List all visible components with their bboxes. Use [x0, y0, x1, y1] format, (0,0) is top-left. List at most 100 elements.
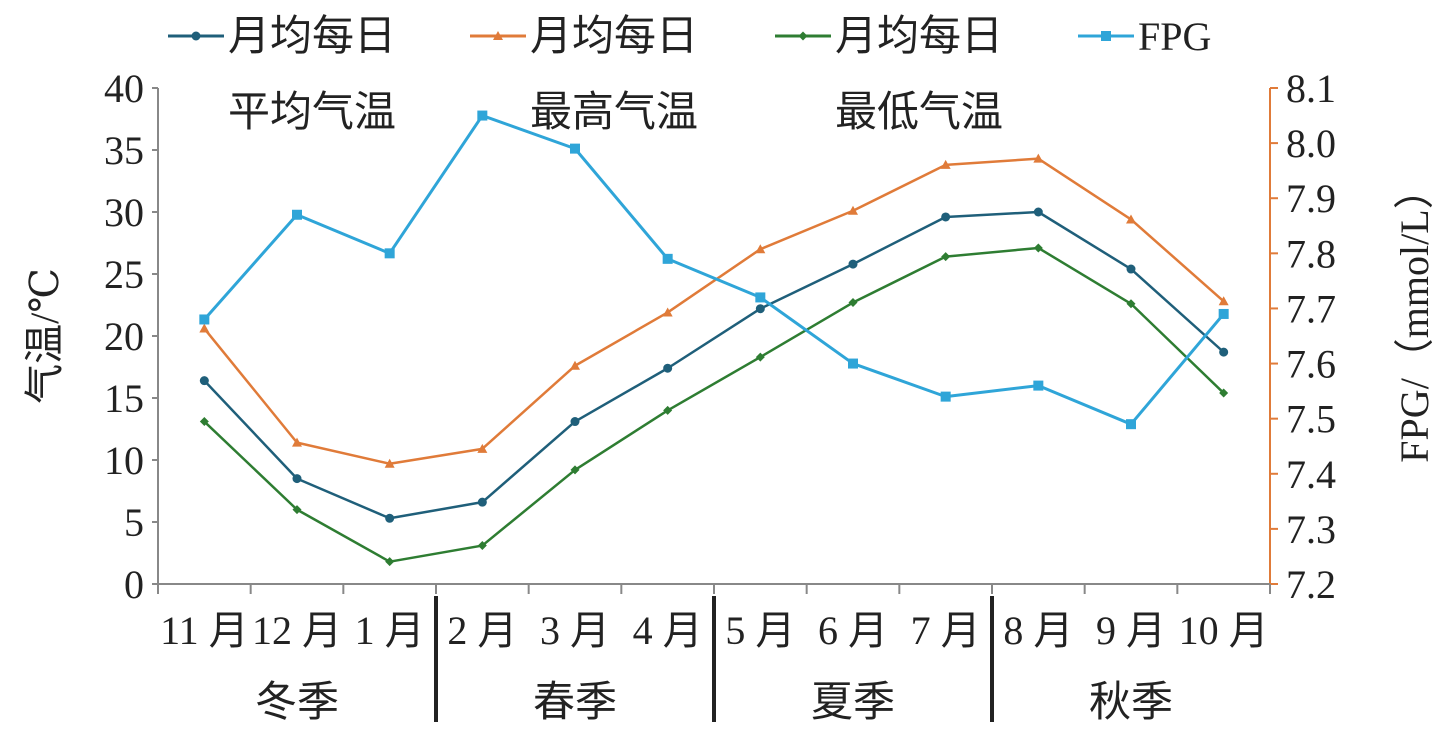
data-point-2: [199, 323, 210, 333]
legend-swatch-marker: [1101, 31, 1111, 41]
legend-label: 月均每日: [228, 11, 396, 60]
data-point-3: [1126, 299, 1136, 309]
right-tick-label: 7.6: [1286, 342, 1336, 387]
data-point-4: [570, 143, 580, 154]
data-point-2: [755, 244, 766, 254]
left-tick-label: 5: [124, 500, 144, 545]
data-point-2: [1218, 296, 1229, 306]
right-tick-label: 7.2: [1286, 562, 1336, 607]
left-tick-label: 35: [104, 128, 144, 173]
data-point-4: [384, 248, 395, 259]
series-line-4: [203, 114, 1225, 426]
x-tick-label: 1 月: [355, 608, 425, 653]
data-point-1: [755, 304, 765, 314]
data-point-1: [1126, 264, 1136, 274]
data-point-4: [940, 391, 951, 402]
data-point-4: [662, 253, 673, 264]
x-tick-label: 7 月: [911, 608, 981, 653]
data-point-1: [848, 259, 858, 269]
data-point-3: [385, 557, 395, 567]
data-point-2: [940, 159, 951, 169]
data-point-1: [477, 497, 487, 507]
data-point-1: [1219, 347, 1229, 357]
data-point-3: [570, 465, 580, 475]
data-point-1: [570, 417, 580, 427]
x-tick-label: 5 月: [725, 608, 795, 653]
data-point-3: [199, 417, 209, 427]
y-axis-title: 气温/℃: [22, 268, 67, 404]
data-point-2: [1033, 153, 1044, 163]
data-point-3: [663, 405, 673, 415]
x-tick-label: 12 月: [252, 608, 342, 653]
x-tick-label: 6 月: [818, 608, 888, 653]
y2-axis-title: FPG/（mmol/L）: [1392, 169, 1437, 462]
right-tick-label: 7.5: [1286, 397, 1336, 442]
season-label: 春季: [533, 680, 617, 726]
legend-label-line2: 平均气温: [228, 87, 396, 136]
data-point-2: [477, 443, 488, 453]
right-tick-label: 7.9: [1286, 176, 1336, 221]
left-tick-label: 40: [104, 66, 144, 111]
legend-label: 月均每日: [530, 11, 698, 60]
x-tick-label: 8 月: [1003, 608, 1073, 653]
data-point-2: [662, 307, 673, 317]
data-point-3: [941, 252, 951, 262]
data-point-4: [477, 110, 488, 121]
data-point-3: [755, 352, 765, 362]
data-point-4: [1218, 308, 1229, 319]
data-point-4: [1033, 380, 1044, 391]
data-point-4: [199, 314, 210, 325]
data-point-1: [941, 212, 951, 222]
data-point-3: [1033, 243, 1043, 253]
data-point-4: [848, 358, 858, 369]
data-point-1: [663, 363, 673, 373]
legend-swatch-marker: [798, 31, 808, 41]
left-tick-label: 15: [104, 376, 144, 421]
season-label: 夏季: [811, 680, 895, 726]
left-tick-label: 10: [104, 438, 144, 483]
data-point-2: [292, 437, 302, 447]
season-label: 秋季: [1089, 680, 1173, 726]
x-tick-label: 11 月: [160, 608, 249, 653]
data-point-3: [848, 298, 858, 308]
season-label: 冬季: [255, 680, 339, 726]
left-tick-label: 0: [124, 562, 144, 607]
x-tick-label: 9 月: [1096, 608, 1166, 653]
left-tick-label: 20: [104, 314, 144, 359]
series-line-3: [203, 246, 1225, 563]
data-point-2: [1126, 214, 1136, 224]
left-tick-label: 30: [104, 190, 144, 235]
right-tick-label: 7.4: [1286, 452, 1336, 497]
data-point-1: [292, 474, 302, 484]
data-point-4: [755, 292, 766, 303]
legend-label: 月均每日: [835, 11, 1003, 60]
data-point-2: [384, 458, 395, 468]
legend-swatch-marker: [493, 31, 503, 40]
legend-swatch-marker: [191, 31, 201, 41]
x-tick-label: 2 月: [447, 608, 517, 653]
legend-label-line2: 最高气温: [530, 87, 698, 136]
data-point-1: [1033, 207, 1043, 217]
series-line-2: [203, 157, 1225, 465]
right-tick-label: 7.8: [1286, 231, 1336, 276]
right-tick-label: 7.7: [1286, 286, 1336, 331]
data-point-4: [1126, 419, 1136, 430]
legend-label: FPG: [1138, 14, 1211, 59]
x-tick-label: 3 月: [540, 608, 610, 653]
x-tick-label: 4 月: [633, 608, 703, 653]
data-point-3: [292, 505, 302, 515]
data-point-3: [477, 541, 487, 551]
data-point-3: [1219, 388, 1229, 398]
legend-label-line2: 最低气温: [835, 87, 1003, 136]
data-point-1: [385, 513, 395, 523]
data-point-2: [848, 205, 858, 215]
data-point-1: [199, 376, 209, 386]
x-tick-label: 10 月: [1179, 608, 1269, 653]
data-point-2: [570, 360, 580, 370]
series-line-1: [203, 210, 1225, 520]
right-tick-label: 8.1: [1286, 66, 1336, 111]
right-tick-label: 7.3: [1286, 507, 1336, 552]
right-tick-label: 8.0: [1286, 121, 1336, 166]
